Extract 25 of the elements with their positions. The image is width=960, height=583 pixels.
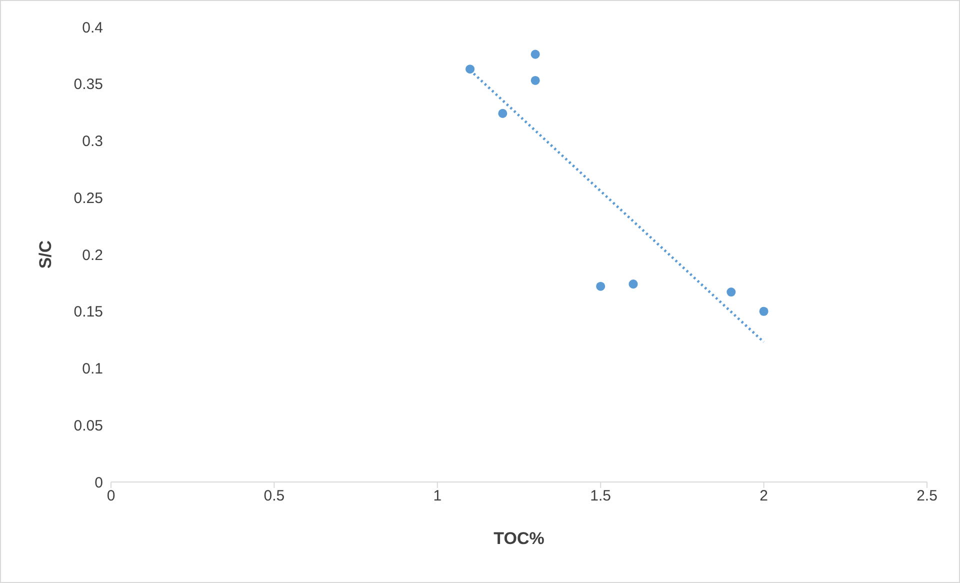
point [726,288,736,297]
y-tick-label: 0 [94,474,103,492]
point [466,64,475,74]
y-tick-label: 0.25 [74,190,103,207]
x-tick-label: 1.5 [590,488,612,505]
x-tick-label: 2.5 [916,488,938,505]
y-tick-label: 0.1 [82,360,103,378]
point [530,76,540,85]
y-tick-label: 0.2 [82,246,103,264]
y-tick-label: 0.3 [82,133,103,150]
point [596,282,606,291]
y-tick-label: 0.15 [74,304,103,321]
point [759,306,768,316]
y-tick-label: 0.4 [82,19,103,36]
x-tick-label: 1 [433,488,442,505]
y-tick-label: 0.35 [74,76,103,94]
x-axis-title: TOC% [494,529,544,548]
point [498,108,508,118]
y-tick-label: 0.05 [74,417,103,434]
x-tick-label: 2 [760,488,768,505]
y-axis-title: S/C [36,240,56,269]
x-tick-label: 0.5 [264,488,285,505]
point [628,280,638,289]
x-tick-label: 0 [106,488,116,505]
point [530,50,540,59]
